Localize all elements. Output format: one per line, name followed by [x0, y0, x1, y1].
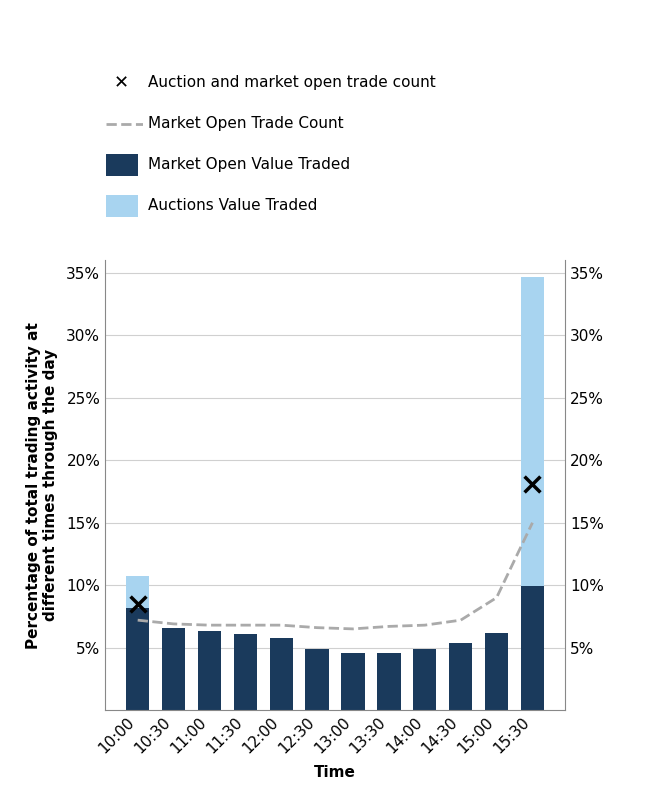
Bar [198, 631, 221, 710]
Bar [306, 649, 328, 710]
Bar [126, 608, 149, 710]
Bar [377, 653, 401, 710]
Bar [521, 586, 544, 710]
Text: Auction and market open trade count: Auction and market open trade count [148, 75, 436, 91]
Bar [449, 642, 472, 710]
Bar [342, 653, 365, 710]
Bar [521, 277, 544, 586]
Text: Market Open Trade Count: Market Open Trade Count [148, 116, 344, 132]
Bar [162, 628, 185, 710]
Point [527, 477, 537, 490]
Point [133, 597, 143, 610]
Text: ✕: ✕ [114, 74, 129, 92]
Text: Market Open Value Traded: Market Open Value Traded [148, 157, 350, 173]
Bar [126, 577, 149, 608]
Bar [234, 634, 257, 710]
Text: Auctions Value Traded: Auctions Value Traded [148, 198, 317, 214]
Bar [485, 633, 509, 710]
Bar [413, 649, 436, 710]
Y-axis label: Percentage of total trading activity at
different times through the day: Percentage of total trading activity at … [26, 322, 58, 649]
Bar [269, 638, 293, 710]
X-axis label: Time: Time [314, 765, 356, 780]
